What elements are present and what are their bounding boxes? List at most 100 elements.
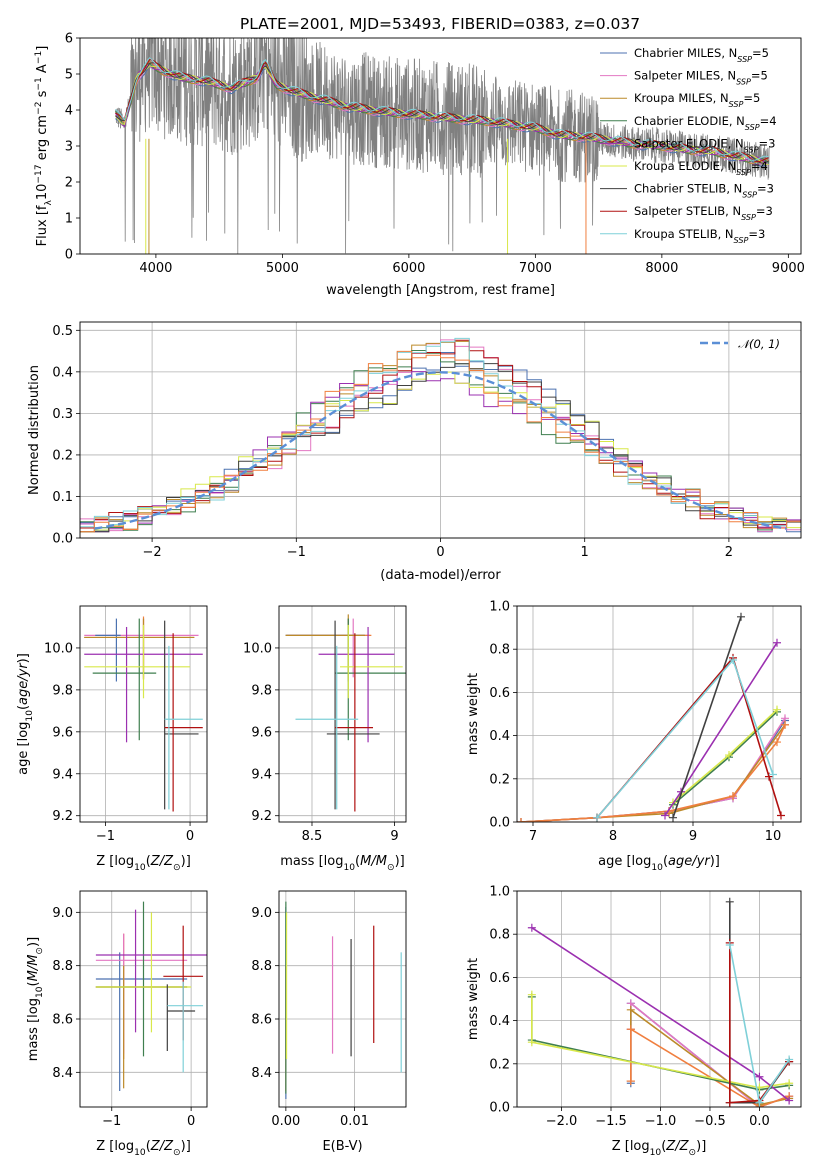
legend-label-part: Salpeter ELODIE, N bbox=[634, 136, 744, 150]
weight-vs-age-ytick-label: 0.6 bbox=[489, 686, 510, 701]
mass-vs-EBV-xlabel-part: E(B-V) bbox=[322, 1139, 362, 1154]
mass-vs-Z-ytick-label: 9.0 bbox=[52, 906, 73, 921]
spectrum-ytick-label: 5 bbox=[65, 68, 73, 83]
age-vs-Z-ylabel-part: age/yr bbox=[16, 662, 31, 705]
spectrum-ylabel-part: −1 bbox=[34, 77, 44, 90]
legend-label-part: Chabrier ELODIE, N bbox=[634, 114, 745, 128]
age-vs-mass-ytick-label: 10.0 bbox=[243, 641, 272, 656]
weight-vs-Z-xlabel-part: ( bbox=[661, 1139, 666, 1154]
residuals-xtick-label: −1 bbox=[287, 545, 306, 560]
weight-line bbox=[531, 994, 790, 1089]
weight-vs-Z-xlabel-part: 10 bbox=[650, 1148, 662, 1158]
age-vs-Z-xlabel-part: Z/Z bbox=[150, 854, 174, 869]
age-vs-mass-frame bbox=[278, 605, 407, 823]
weight-point bbox=[777, 811, 785, 820]
legend-label-part: =5 bbox=[752, 46, 769, 60]
normal-curve bbox=[94, 371, 787, 530]
weight-vs-age-xlabel-part: 10 bbox=[651, 863, 663, 873]
weight-vs-age-plot bbox=[517, 612, 789, 822]
weight-point bbox=[785, 1055, 794, 1064]
legend-label: Chabrier ELODIE, NSSP=4 bbox=[634, 114, 777, 132]
age-vs-Z-ytick-label: 10.0 bbox=[44, 641, 73, 656]
age-vs-Z-xlabel-part: Z [log bbox=[96, 854, 134, 869]
residuals-axes: −2 −1 0 1 2 0.0 0.1 0.2 0.3 0.4 0.5 bbox=[52, 322, 801, 560]
histogram-step bbox=[80, 371, 801, 538]
weight-vs-Z-xtick-label: −0.5 bbox=[694, 1114, 726, 1129]
weight-point bbox=[725, 941, 734, 949]
age-vs-mass-xlabel-part: )] bbox=[395, 854, 405, 869]
weight-point bbox=[725, 897, 734, 906]
weight-line bbox=[520, 717, 786, 822]
spectrum-ytick-label: 3 bbox=[65, 140, 73, 155]
weight-vs-age-xtick-label: 7 bbox=[529, 829, 537, 844]
weight-vs-age-frame bbox=[516, 605, 802, 823]
weight-vs-Z-ytick-label: 0.0 bbox=[489, 1101, 510, 1116]
age-vs-mass-xlabel-part: M/M bbox=[360, 854, 387, 869]
weight-vs-Z-frame bbox=[516, 890, 802, 1108]
legend-label: 𝒩(0, 1) bbox=[738, 337, 780, 351]
mass-vs-Z-axes: −1 0 8.4 8.6 8.8 9.0 bbox=[52, 891, 207, 1129]
age-vs-mass-ytick-label: 9.2 bbox=[251, 809, 272, 824]
spectrum-ylabel-part: 10 bbox=[35, 184, 50, 201]
mass-vs-Z-plot bbox=[95, 901, 207, 1091]
age-vs-mass-ytick-label: 9.8 bbox=[251, 683, 272, 698]
weight-point bbox=[781, 720, 789, 729]
weight-point bbox=[669, 813, 677, 822]
legend-label-part: =3 bbox=[748, 227, 765, 241]
legend-label-part: =3 bbox=[756, 204, 773, 218]
legend-label-part: SSP bbox=[736, 168, 751, 177]
age-vs-mass-xlabel-part: ( bbox=[355, 854, 360, 869]
spectrum-ytick-label: 6 bbox=[65, 32, 73, 47]
legend-label-part: SSP bbox=[736, 77, 751, 86]
spectrum-plot bbox=[114, 38, 770, 254]
age-vs-Z-plot bbox=[84, 616, 203, 812]
legend-label-part: =3 bbox=[758, 136, 775, 150]
weight-vs-Z-ytick-label: 1.0 bbox=[489, 885, 510, 900]
weight-vs-Z-xtick-label: −1.5 bbox=[595, 1114, 627, 1129]
spectrum-xtick-label: 6000 bbox=[392, 261, 425, 276]
weight-point bbox=[725, 751, 733, 760]
legend-label-part: SSP bbox=[744, 145, 759, 154]
weight-vs-Z-xtick-label: −2.0 bbox=[546, 1114, 578, 1129]
spectrum-ytick-label: 0 bbox=[65, 248, 73, 263]
weight-point bbox=[773, 738, 781, 747]
age-vs-mass-xtick-label: 9 bbox=[390, 829, 398, 844]
mass-vs-Z-xlabel-part: 10 bbox=[134, 1148, 146, 1158]
weight-point bbox=[527, 923, 536, 932]
mass-vs-Z-xlabel-part: ( bbox=[146, 1139, 151, 1154]
weight-point bbox=[626, 1077, 635, 1086]
age-vs-Z-ylabel-part: 10 bbox=[25, 710, 35, 722]
legend-label-part: SSP bbox=[742, 190, 757, 199]
residuals-ylabel: Normed distribution bbox=[27, 365, 42, 495]
legend-label-part: =5 bbox=[751, 69, 768, 83]
age-vs-Z-xlabel-part: ( bbox=[146, 854, 151, 869]
legend-label-part: Chabrier STELIB, N bbox=[634, 182, 742, 196]
spectrum-xtick-label: 4000 bbox=[139, 261, 172, 276]
mass-vs-Z-xlabel-part: )] bbox=[181, 1139, 191, 1154]
mass-vs-Z-xtick-label: −1 bbox=[102, 1114, 121, 1129]
legend-label: Salpeter STELIB, NSSP=3 bbox=[634, 204, 773, 222]
weight-point bbox=[737, 612, 745, 621]
residuals-xlabel: (data-model)/error bbox=[380, 568, 501, 583]
legend-label-part: SSP bbox=[729, 100, 744, 109]
residuals-ytick-label: 0.5 bbox=[52, 324, 73, 339]
model-curve bbox=[115, 57, 770, 161]
spectrum-ytick-label: 2 bbox=[65, 176, 73, 191]
legend-label: Salpeter ELODIE, NSSP=3 bbox=[634, 136, 775, 154]
mass-vs-Z-ytick-label: 8.4 bbox=[52, 1066, 73, 1081]
mass-vs-EBV-frame bbox=[278, 890, 407, 1108]
mass-vs-Z-xlabel-part: ⊙ bbox=[173, 1148, 181, 1158]
spectrum-ylabel-part: s bbox=[35, 90, 50, 101]
chart-title: PLATE=2001, MJD=53493, FIBERID=0383, z=0… bbox=[240, 15, 640, 33]
weight-point bbox=[725, 1098, 734, 1107]
spectrum-ytick-label: 4 bbox=[65, 104, 73, 119]
legend-label-part: SSP bbox=[741, 213, 756, 222]
spectrum-xtick-label: 8000 bbox=[645, 261, 678, 276]
weight-line bbox=[596, 656, 782, 819]
residuals-ytick-label: 0.0 bbox=[52, 532, 73, 547]
spectrum-ylabel-part: ] bbox=[35, 46, 50, 51]
legend-label-part: Kroupa MILES, N bbox=[634, 91, 729, 105]
legend-label-part: Salpeter STELIB, N bbox=[634, 204, 741, 218]
mass-vs-Z-xtick-label: 0 bbox=[187, 1114, 195, 1129]
